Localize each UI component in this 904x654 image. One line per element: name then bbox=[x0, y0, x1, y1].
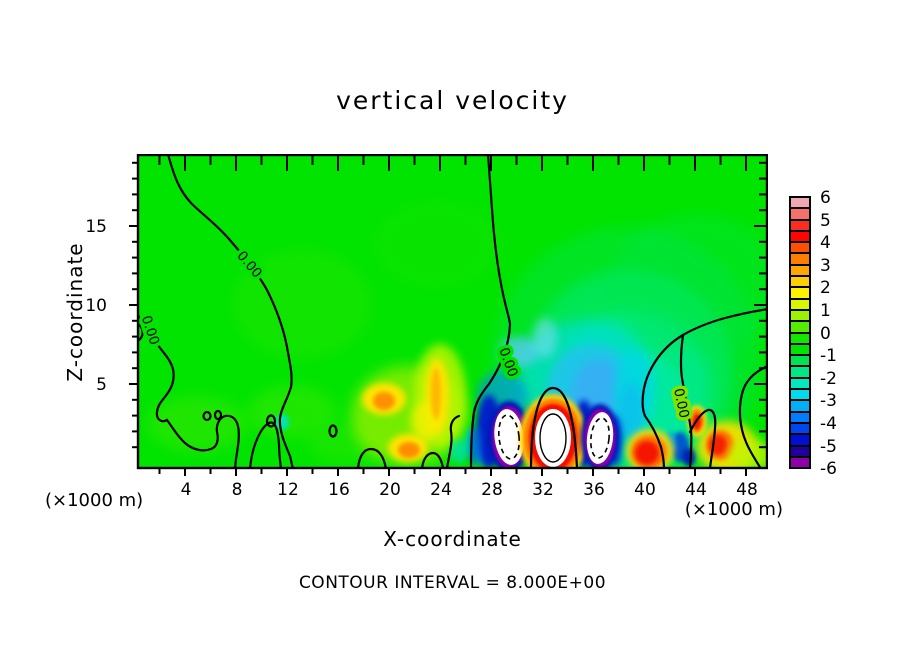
zero-contour-right-loop bbox=[738, 365, 766, 467]
zero-contour-left-meander bbox=[139, 315, 240, 467]
x-tick-label: 44 bbox=[685, 480, 707, 500]
colorbar-tick-label: -1 bbox=[820, 346, 837, 367]
x-tick-label: 20 bbox=[379, 480, 401, 500]
colorbar bbox=[789, 196, 815, 470]
x-tick-label: 36 bbox=[583, 480, 605, 500]
negative-inner-contour-dashed-left bbox=[497, 414, 521, 460]
zero-contour-surface-dome-1 bbox=[357, 447, 387, 467]
y-tick-label: 5 bbox=[96, 375, 107, 395]
contour-plot: 0.00 0.00 0.00 0.00 0.00 0.00 0.00 0.00 bbox=[129, 154, 768, 476]
negative-inner-contour-dashed-right bbox=[590, 417, 610, 459]
core-inner-contours bbox=[497, 413, 610, 463]
colorbar-tick-label: -4 bbox=[820, 414, 837, 434]
colorbar-tick-label: 6 bbox=[820, 188, 831, 208]
x-tick-label: 28 bbox=[481, 480, 503, 500]
colorbar-tick-label: 5 bbox=[820, 210, 831, 231]
shaded-field: 0.00 0.00 0.00 0.00 0.00 0.00 0.00 0.00 bbox=[138, 156, 766, 467]
colorbar-tick-label: 0 bbox=[820, 323, 831, 344]
contour-interval-note: CONTOUR INTERVAL = 8.000E+00 bbox=[298, 573, 607, 593]
x-axis-unit-label: (×1000 m) bbox=[684, 499, 783, 520]
y-tick-label: 15 bbox=[85, 217, 107, 237]
zero-contour-small-oval-4 bbox=[328, 424, 338, 438]
axis-ticks bbox=[129, 156, 766, 476]
colorbar-tick-label: 2 bbox=[820, 278, 831, 299]
positive-core-white-center bbox=[535, 409, 571, 467]
x-tick-label: 4 bbox=[180, 480, 192, 500]
colorbar-tick-label: -6 bbox=[820, 459, 837, 480]
colorbar-tick-label: -3 bbox=[820, 391, 837, 412]
zero-contour-center-descent bbox=[469, 156, 512, 467]
zero-contour-small-oval-2 bbox=[213, 409, 223, 421]
colorbar-cell bbox=[789, 455, 811, 470]
colorbar-tick-label: -5 bbox=[820, 436, 837, 457]
x-tick-label: 24 bbox=[430, 480, 452, 500]
x-tick-label: 16 bbox=[328, 480, 350, 500]
y-axis-title: Z-coordinate bbox=[63, 242, 87, 382]
zero-contour-topleft-diagonal bbox=[167, 156, 294, 467]
zero-contour-surface-dome-2 bbox=[421, 451, 444, 467]
zero-contour-small-oval-1 bbox=[202, 410, 212, 422]
contour-label-1: 0.00 bbox=[138, 314, 163, 348]
contour-label-3: 0.00 bbox=[670, 387, 692, 420]
zero-contour-lines bbox=[139, 156, 766, 467]
plot-frame bbox=[136, 154, 768, 470]
x-tick-label: 40 bbox=[634, 480, 656, 500]
zero-contour-left-vee bbox=[249, 421, 282, 467]
zero-contour-right-main bbox=[641, 308, 766, 467]
zero-contour-updraft-dome bbox=[529, 386, 579, 467]
x-tick-label: 32 bbox=[532, 480, 554, 500]
colorbar-tick-label: 4 bbox=[820, 233, 831, 254]
zero-contour-right-branch-left bbox=[679, 333, 693, 467]
zero-contour-small-oval-3 bbox=[265, 414, 277, 428]
colorbar-tick-label: -2 bbox=[820, 368, 837, 389]
y-tick-label: 10 bbox=[85, 296, 107, 316]
zero-contour-surface-wiggle bbox=[446, 414, 461, 467]
x-tick-label: 48 bbox=[736, 480, 758, 500]
colorbar-tick-label: 3 bbox=[820, 255, 831, 276]
x-tick-label: 12 bbox=[277, 480, 299, 500]
colorbar-tick-label: 1 bbox=[820, 301, 831, 321]
plot-title: vertical velocity bbox=[336, 86, 569, 115]
zero-contour-right-branch-right bbox=[688, 408, 717, 467]
y-axis-unit-label: (×1000 m) bbox=[45, 490, 144, 511]
zero-contour-left-bracket bbox=[139, 323, 144, 342]
x-axis-title: X-coordinate bbox=[383, 527, 522, 551]
positive-inner-contour-solid bbox=[539, 413, 567, 463]
x-tick-label: 8 bbox=[231, 480, 243, 500]
